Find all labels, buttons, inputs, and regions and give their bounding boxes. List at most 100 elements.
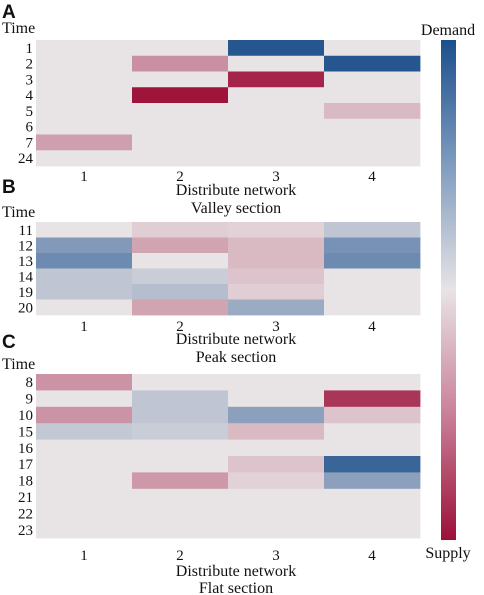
x-tick-label: 1 [80, 319, 88, 335]
heatmap-cell [228, 488, 325, 506]
heatmap-cell [36, 299, 133, 316]
y-axis-title: Time [2, 20, 35, 37]
heatmap-cell [228, 472, 325, 490]
heatmap-cell [36, 423, 133, 440]
x-tick-label: 1 [80, 169, 88, 185]
heatmap-cell [36, 439, 133, 457]
x-tick-label: 2 [176, 169, 184, 185]
heatmap-cell [324, 222, 421, 238]
heatmap-cell [324, 521, 421, 539]
heatmap-cell [228, 222, 325, 238]
y-tick-label: 2 [26, 57, 34, 73]
heatmap-cell [132, 55, 229, 72]
x-tick-label: 1 [80, 548, 88, 564]
heatmap-cell [228, 299, 325, 316]
y-tick-label: 21 [18, 490, 33, 506]
panel-letter: A [2, 2, 16, 23]
heatmap-cell [324, 505, 421, 522]
heatmap-cell [228, 505, 325, 522]
colorbar-gradient [441, 40, 456, 540]
heatmap-cell [228, 134, 325, 151]
y-tick-label: 5 [26, 104, 34, 120]
heatmap-cell [36, 472, 133, 490]
heatmap-cell [324, 423, 421, 440]
y-tick-label: 24 [18, 151, 34, 167]
heatmap-cell [36, 150, 133, 167]
heatmap-cell [324, 253, 421, 269]
y-axis-title: Time [2, 204, 35, 221]
heatmap-cell [228, 284, 325, 300]
panel-subtitle: Peak section [196, 349, 276, 366]
heatmap-cell [324, 118, 421, 135]
y-tick-label: 6 [26, 120, 34, 136]
y-tick-label: 17 [18, 457, 34, 473]
heatmap-cell [132, 134, 229, 151]
heatmap-cell [36, 222, 133, 238]
heatmap-cell [36, 237, 133, 254]
y-tick-label: 18 [18, 474, 33, 490]
x-tick-label: 3 [272, 319, 280, 335]
y-tick-label: 13 [18, 254, 33, 270]
heatmap-cell [132, 118, 229, 135]
heatmap-cell [36, 118, 133, 135]
heatmap-cell [324, 284, 421, 300]
heatmap-cell [324, 150, 421, 167]
heatmap-cell [132, 253, 229, 269]
heatmap-cell [228, 103, 325, 120]
y-tick-label: 23 [18, 523, 33, 539]
heatmap-cell [228, 150, 325, 167]
y-tick-label: 14 [18, 269, 34, 285]
heatmap-cell [132, 406, 229, 424]
heatmap-cell [228, 253, 325, 269]
heatmap-cell [36, 284, 133, 300]
y-tick-label: 10 [18, 408, 33, 424]
heatmap-cell [132, 423, 229, 440]
heatmap-cell [132, 284, 229, 300]
heatmap-cell [324, 374, 421, 391]
heatmap-cell [228, 268, 325, 285]
heatmap-cell [36, 40, 133, 57]
heatmap-cell [36, 505, 133, 522]
x-tick-label: 2 [176, 548, 184, 564]
heatmap-cell [228, 55, 325, 72]
heatmap-cell [36, 253, 133, 269]
x-axis-title: Distribute network [176, 331, 296, 348]
heatmap-cell [132, 374, 229, 391]
x-tick-label: 3 [272, 169, 280, 185]
panel-letter: B [2, 177, 16, 198]
heatmap-cell [324, 390, 421, 408]
heatmap-cell [36, 71, 133, 88]
heatmap-cell [36, 87, 133, 104]
y-tick-label: 15 [18, 424, 33, 440]
heatmap-cell [36, 390, 133, 408]
y-axis-title: Time [2, 356, 35, 373]
heatmap-cell [132, 237, 229, 254]
panel-subtitle: Flat section [199, 580, 273, 595]
heatmap-cell [228, 71, 325, 88]
heatmap-cell [36, 55, 133, 72]
x-axis-title: Distribute network [176, 563, 296, 580]
heatmap-cell [228, 87, 325, 104]
heatmap-cell [36, 521, 133, 539]
y-tick-label: 1 [26, 41, 34, 57]
y-tick-label: 7 [26, 135, 34, 151]
y-tick-label: 3 [26, 72, 34, 88]
heatmap-cell [228, 521, 325, 539]
heatmap-cell [324, 134, 421, 151]
heatmap-cell [36, 374, 133, 391]
heatmap-cell [324, 40, 421, 57]
heatmap-cell [132, 521, 229, 539]
heatmap-cell [132, 299, 229, 316]
heatmap-cell [36, 134, 133, 151]
heatmap-cell [228, 423, 325, 440]
x-tick-label: 2 [176, 319, 184, 335]
heatmap-cell [228, 456, 325, 473]
heatmap-cell [324, 472, 421, 490]
heatmap-cell [132, 268, 229, 285]
x-tick-label: 4 [368, 169, 376, 185]
heatmap-cell [228, 40, 325, 57]
heatmap-cell [228, 374, 325, 391]
